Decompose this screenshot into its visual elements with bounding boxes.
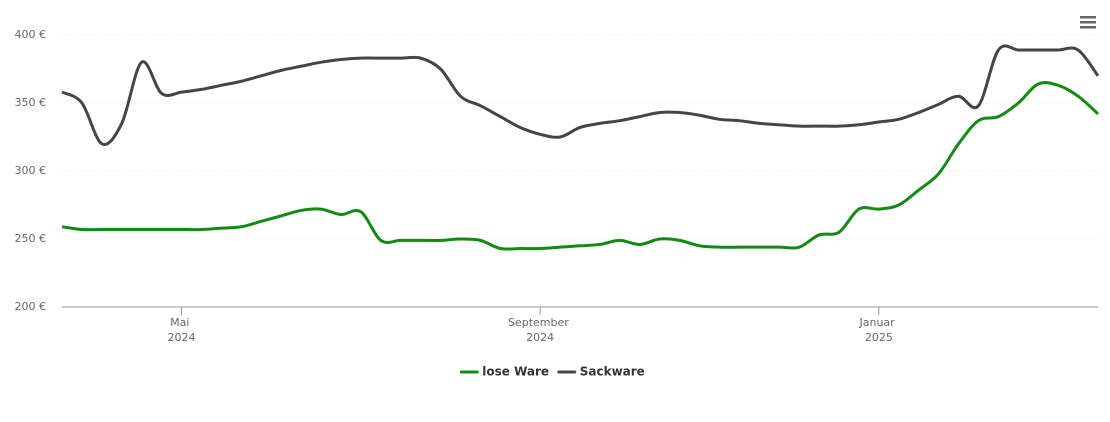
y-tick-label: 200 €: [15, 300, 47, 313]
legend: lose Ware Sackware: [459, 365, 645, 379]
menu-icon[interactable]: [1080, 16, 1096, 29]
menu-bar: [1080, 16, 1096, 19]
y-tick-label: 300 €: [15, 164, 47, 177]
x-tick-label: September 2024: [508, 316, 572, 344]
series-line: [61, 81, 1100, 251]
y-tick-label: 250 €: [15, 232, 47, 245]
menu-bar: [1080, 21, 1096, 24]
x-tick-label: Mai 2024: [168, 316, 196, 344]
series-line: [61, 44, 1100, 146]
legend-label: lose Ware: [482, 365, 549, 379]
menu-bar: [1080, 26, 1096, 29]
x-tick-label: Januar 2025: [858, 316, 898, 344]
legend-label: Sackware: [580, 365, 645, 379]
y-tick-label: 350 €: [15, 96, 47, 109]
y-tick-label: 400 €: [15, 28, 47, 41]
